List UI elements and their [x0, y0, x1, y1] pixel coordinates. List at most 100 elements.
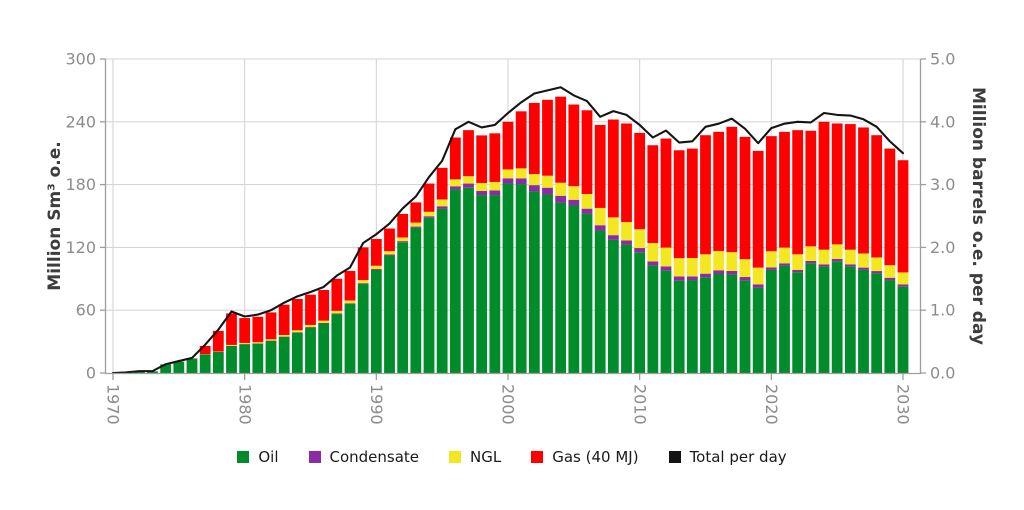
legend-item-gas: Gas (40 MJ)	[531, 448, 639, 466]
bar-segment	[726, 252, 738, 271]
bar-segment	[581, 208, 593, 214]
bar-segment	[844, 264, 856, 267]
bar-segment	[370, 265, 382, 269]
bar-segment	[515, 184, 527, 373]
bar-segment	[331, 314, 343, 373]
bar-segment	[436, 167, 448, 200]
legend-item-condensate: Condensate	[308, 448, 419, 466]
bar-segment	[594, 225, 606, 231]
bar-segment	[765, 136, 777, 252]
bar-segment	[344, 304, 356, 373]
bar-segment	[858, 267, 869, 270]
bar-segment	[331, 278, 343, 311]
bar-segment	[226, 313, 237, 345]
left-axis-title: Million Sm³ o.e.	[45, 141, 65, 291]
bar-segment	[647, 265, 659, 373]
bar-segment	[818, 121, 830, 250]
bar-segment	[621, 123, 632, 223]
bar-segment	[713, 273, 725, 373]
left-tick-label: 300	[65, 50, 96, 69]
oil-swatch-icon	[237, 451, 250, 463]
bar-segment	[489, 181, 501, 191]
right-tick-label: 3.0	[930, 175, 955, 194]
bar-segment	[858, 253, 869, 268]
bar-segment	[291, 299, 303, 331]
total-per-day-line	[111, 86, 905, 375]
bar-segment	[792, 130, 804, 255]
bar-segment	[884, 265, 896, 278]
bar-segment	[212, 351, 224, 373]
bar-segment	[660, 266, 672, 271]
bar-segment	[463, 176, 474, 184]
bar-segment	[305, 324, 316, 328]
bar-segment	[686, 280, 698, 373]
bar-segment	[581, 213, 593, 373]
bar-segment	[660, 247, 672, 267]
bar-segment	[278, 336, 290, 373]
bar-segment	[871, 257, 883, 272]
left-tick-label: 240	[65, 112, 96, 131]
bar-segment	[384, 255, 395, 373]
bar-segment	[384, 228, 395, 252]
bar-segment	[199, 354, 211, 373]
bar-segment	[318, 322, 330, 324]
bar-segment	[463, 187, 474, 373]
bar-segment	[305, 294, 316, 325]
bar-segment	[621, 244, 632, 373]
bar-segment	[318, 290, 330, 321]
bar-segment	[476, 135, 488, 184]
bar-segment	[621, 240, 632, 245]
bar-segment	[226, 345, 237, 373]
bar-segment	[318, 323, 330, 373]
bar-segment	[291, 332, 303, 373]
bar-segment	[792, 272, 804, 373]
bar-segment	[897, 160, 909, 273]
bar-segment	[397, 237, 409, 242]
bar-segment	[555, 182, 567, 196]
bar-segment	[752, 287, 764, 373]
bar-segment	[844, 249, 856, 265]
bar-segment	[542, 99, 553, 176]
bar-segment	[397, 242, 409, 373]
bar-segment	[436, 199, 448, 207]
bar-segment	[133, 371, 145, 373]
bar-segment	[858, 127, 869, 254]
bar-segment	[779, 263, 790, 266]
bar-segment	[489, 195, 501, 373]
bar-segment	[397, 241, 409, 243]
bar-segment	[357, 280, 369, 284]
bar-segment	[897, 272, 909, 285]
legend-label-oil: Oil	[258, 448, 279, 466]
bar-segment	[686, 258, 698, 277]
bar-segment	[673, 258, 685, 277]
bar-segment	[673, 150, 685, 259]
bar-segment	[765, 267, 777, 270]
bar-segment	[581, 194, 593, 209]
bar-segment	[621, 222, 632, 241]
bar-segment	[528, 174, 540, 186]
left-tick-label: 180	[65, 175, 96, 194]
bar-segment	[884, 277, 896, 281]
bar-segment	[713, 270, 725, 274]
legend-item-total-per-day: Total per day	[668, 448, 787, 466]
bar-segment	[568, 205, 580, 373]
bar-segment	[897, 284, 909, 287]
bar-segment	[634, 229, 646, 249]
bar-segment	[265, 339, 277, 341]
bar-segment	[291, 330, 303, 333]
legend-label-gas: Gas (40 MJ)	[552, 448, 639, 466]
bar-segment	[871, 135, 883, 258]
bar-segment	[765, 269, 777, 373]
bar-segment	[357, 284, 369, 373]
left-tick-label: 120	[65, 238, 96, 257]
bar-segment	[384, 251, 395, 255]
bar-segment	[423, 216, 435, 218]
bar-segment	[186, 358, 198, 373]
bar-segment	[265, 340, 277, 373]
bar-segment	[515, 168, 527, 179]
gas-swatch-icon	[531, 451, 544, 463]
bar-segment	[607, 119, 619, 218]
bar-segment	[752, 284, 764, 288]
bar-segment	[884, 280, 896, 373]
